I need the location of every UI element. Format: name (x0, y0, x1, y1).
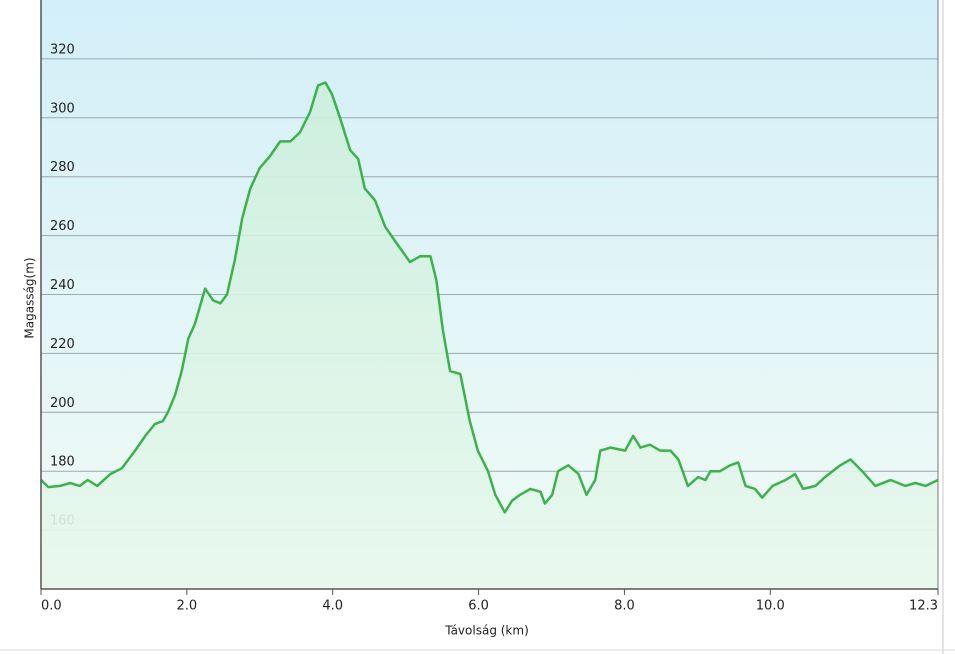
y-tick-label: 220 (50, 337, 75, 352)
x-tick-label: 0.0 (41, 599, 62, 614)
y-tick-label: 300 (50, 101, 75, 116)
y-tick-label: 320 (50, 42, 75, 57)
elevation-line (40, 81, 939, 514)
x-tick-label: 4.0 (322, 599, 343, 614)
area-fill (41, 82, 938, 589)
x-tick-label: 6.0 (468, 599, 489, 614)
x-tick-label: 12.3 (909, 599, 938, 614)
x-axis-title: Távolság (km) (444, 624, 529, 638)
y-tick-label: 180 (50, 455, 75, 470)
y-tick-label: 200 (50, 396, 75, 411)
y-tick-label: 240 (50, 278, 75, 293)
y-tick-label: 280 (50, 160, 75, 175)
x-tick-label: 2.0 (177, 599, 198, 614)
y-tick-label: 260 (50, 219, 75, 234)
y-axis-title: Magasság(m) (23, 257, 37, 338)
x-tick-label: 10.0 (756, 599, 785, 614)
x-tick-label: 8.0 (614, 599, 635, 614)
